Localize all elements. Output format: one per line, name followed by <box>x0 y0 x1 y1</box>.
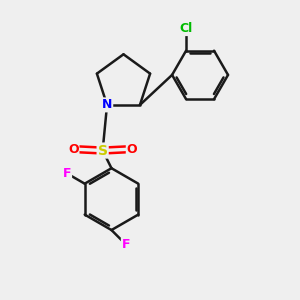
Text: O: O <box>68 142 79 156</box>
Text: F: F <box>63 167 71 180</box>
Text: Cl: Cl <box>179 22 193 35</box>
Text: S: S <box>98 143 108 158</box>
Text: F: F <box>122 238 130 251</box>
Text: O: O <box>127 142 137 156</box>
Text: N: N <box>102 98 112 111</box>
